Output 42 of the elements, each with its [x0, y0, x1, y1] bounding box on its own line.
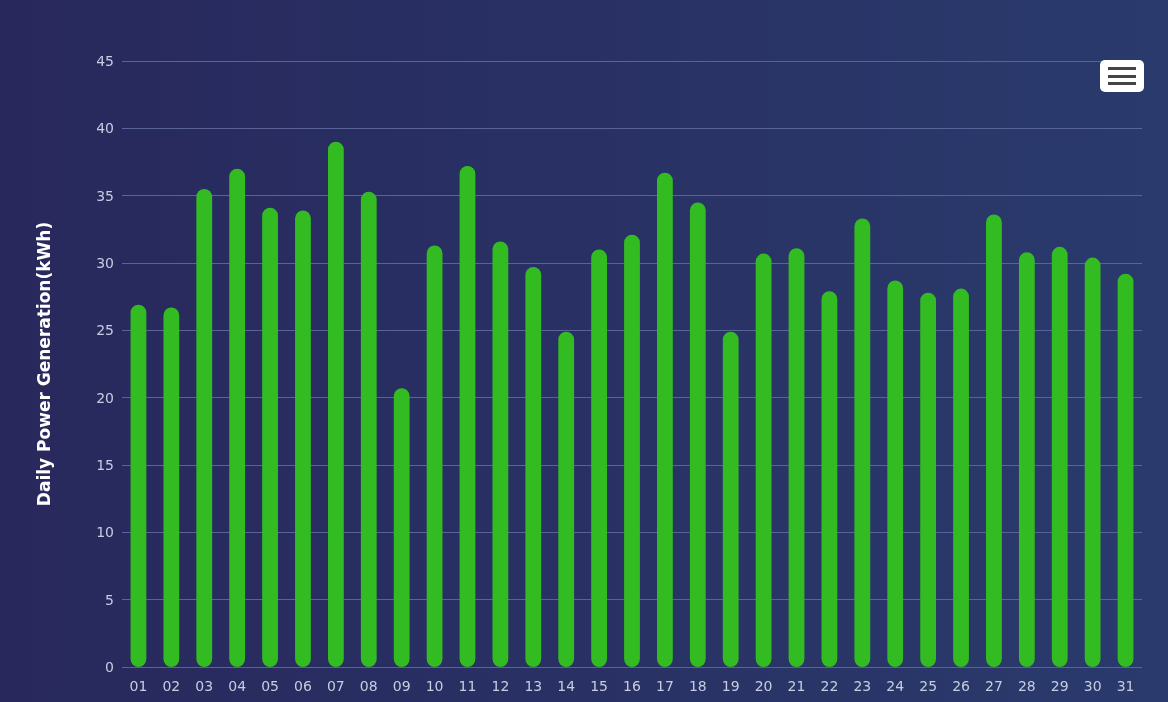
x-tick-label: 13 — [524, 678, 543, 694]
y-tick-label: 25 — [96, 322, 114, 339]
y-tick-label: 5 — [105, 591, 114, 608]
x-tick-label: 04 — [228, 678, 247, 694]
x-tick-label: 07 — [326, 678, 345, 694]
x-tick-label: 09 — [392, 678, 411, 694]
x-tick-label: 19 — [721, 678, 740, 694]
x-tick-label: 27 — [985, 678, 1003, 694]
x-tick-label: 08 — [359, 678, 378, 694]
x-tick-label: 15 — [590, 678, 609, 694]
x-tick-label: 28 — [1017, 678, 1036, 694]
x-tick-label: 22 — [820, 678, 839, 694]
x-tick-label: 25 — [919, 678, 938, 694]
y-tick-label: 45 — [96, 53, 114, 69]
x-tick-label: 14 — [557, 678, 576, 694]
x-tick-label: 01 — [129, 678, 148, 694]
x-tick-label: 29 — [1050, 678, 1069, 694]
y-tick-label: 35 — [96, 187, 114, 204]
x-tick-label: 20 — [754, 678, 773, 694]
x-tick-label: 23 — [853, 678, 872, 694]
y-tick-label: 30 — [96, 255, 114, 271]
x-tick-label: 24 — [886, 678, 905, 694]
y-tick-label: 10 — [96, 524, 114, 541]
x-tick-label: 11 — [458, 678, 477, 694]
y-tick-label: 20 — [96, 389, 114, 406]
x-tick-label: 05 — [261, 678, 279, 694]
y-tick-label: 15 — [96, 457, 114, 473]
y-tick-label: 0 — [105, 659, 114, 675]
x-tick-label: 06 — [294, 678, 312, 694]
x-tick-label: 02 — [162, 678, 181, 694]
x-tick-label: 21 — [787, 678, 806, 694]
x-tick-label: 12 — [491, 678, 510, 694]
x-tick-label: 30 — [1083, 678, 1102, 694]
x-tick-label: 16 — [623, 678, 641, 694]
x-tick-label: 26 — [952, 678, 971, 694]
y-tick-label: 40 — [96, 120, 114, 137]
x-tick-label: 03 — [195, 678, 214, 694]
x-tick-label: 18 — [688, 678, 707, 694]
x-tick-label: 17 — [655, 678, 674, 694]
y-axis-title: Daily Power Generation(kWh) — [33, 221, 54, 507]
x-tick-label: 31 — [1116, 678, 1135, 694]
x-tick-label: 10 — [425, 678, 444, 694]
